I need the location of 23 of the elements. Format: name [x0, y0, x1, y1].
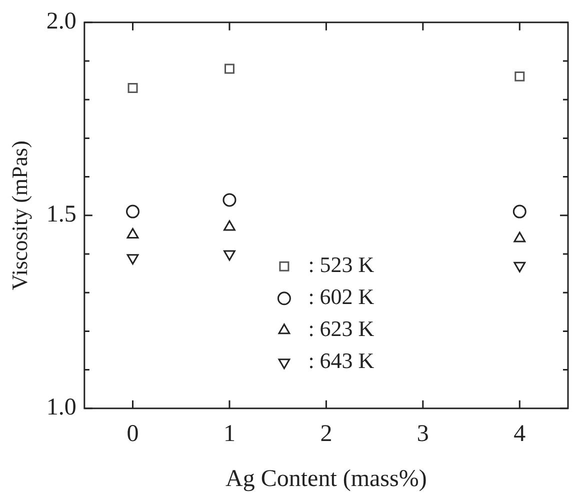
legend-label: : 523 K: [308, 252, 374, 278]
point: [224, 250, 236, 261]
point: [512, 204, 526, 218]
x-tick-label: 0: [126, 421, 139, 448]
x-tick-label: 1: [223, 421, 236, 448]
x-tick-label: 3: [416, 421, 429, 448]
y-tick-label: 1.0: [46, 394, 76, 421]
point: [222, 193, 236, 207]
point: [128, 83, 138, 94]
y-axis-title: Viscosity (mPas): [6, 140, 32, 290]
point: [514, 71, 525, 82]
legend-label: : 643 K: [308, 348, 374, 374]
x-axis-title: Ag Content (mass%): [226, 466, 427, 492]
point: [224, 64, 234, 74]
point: [514, 262, 526, 272]
y-tick-label: 2.0: [46, 8, 76, 35]
x-tick-label: 2: [320, 421, 332, 448]
legend-label: : 623 K: [308, 316, 374, 342]
legend-label: : 602 K: [308, 284, 374, 310]
x-tick-label: 4: [514, 421, 526, 448]
y-tick-label: 1.5: [46, 202, 76, 228]
point: [126, 254, 139, 265]
point: [126, 204, 140, 218]
